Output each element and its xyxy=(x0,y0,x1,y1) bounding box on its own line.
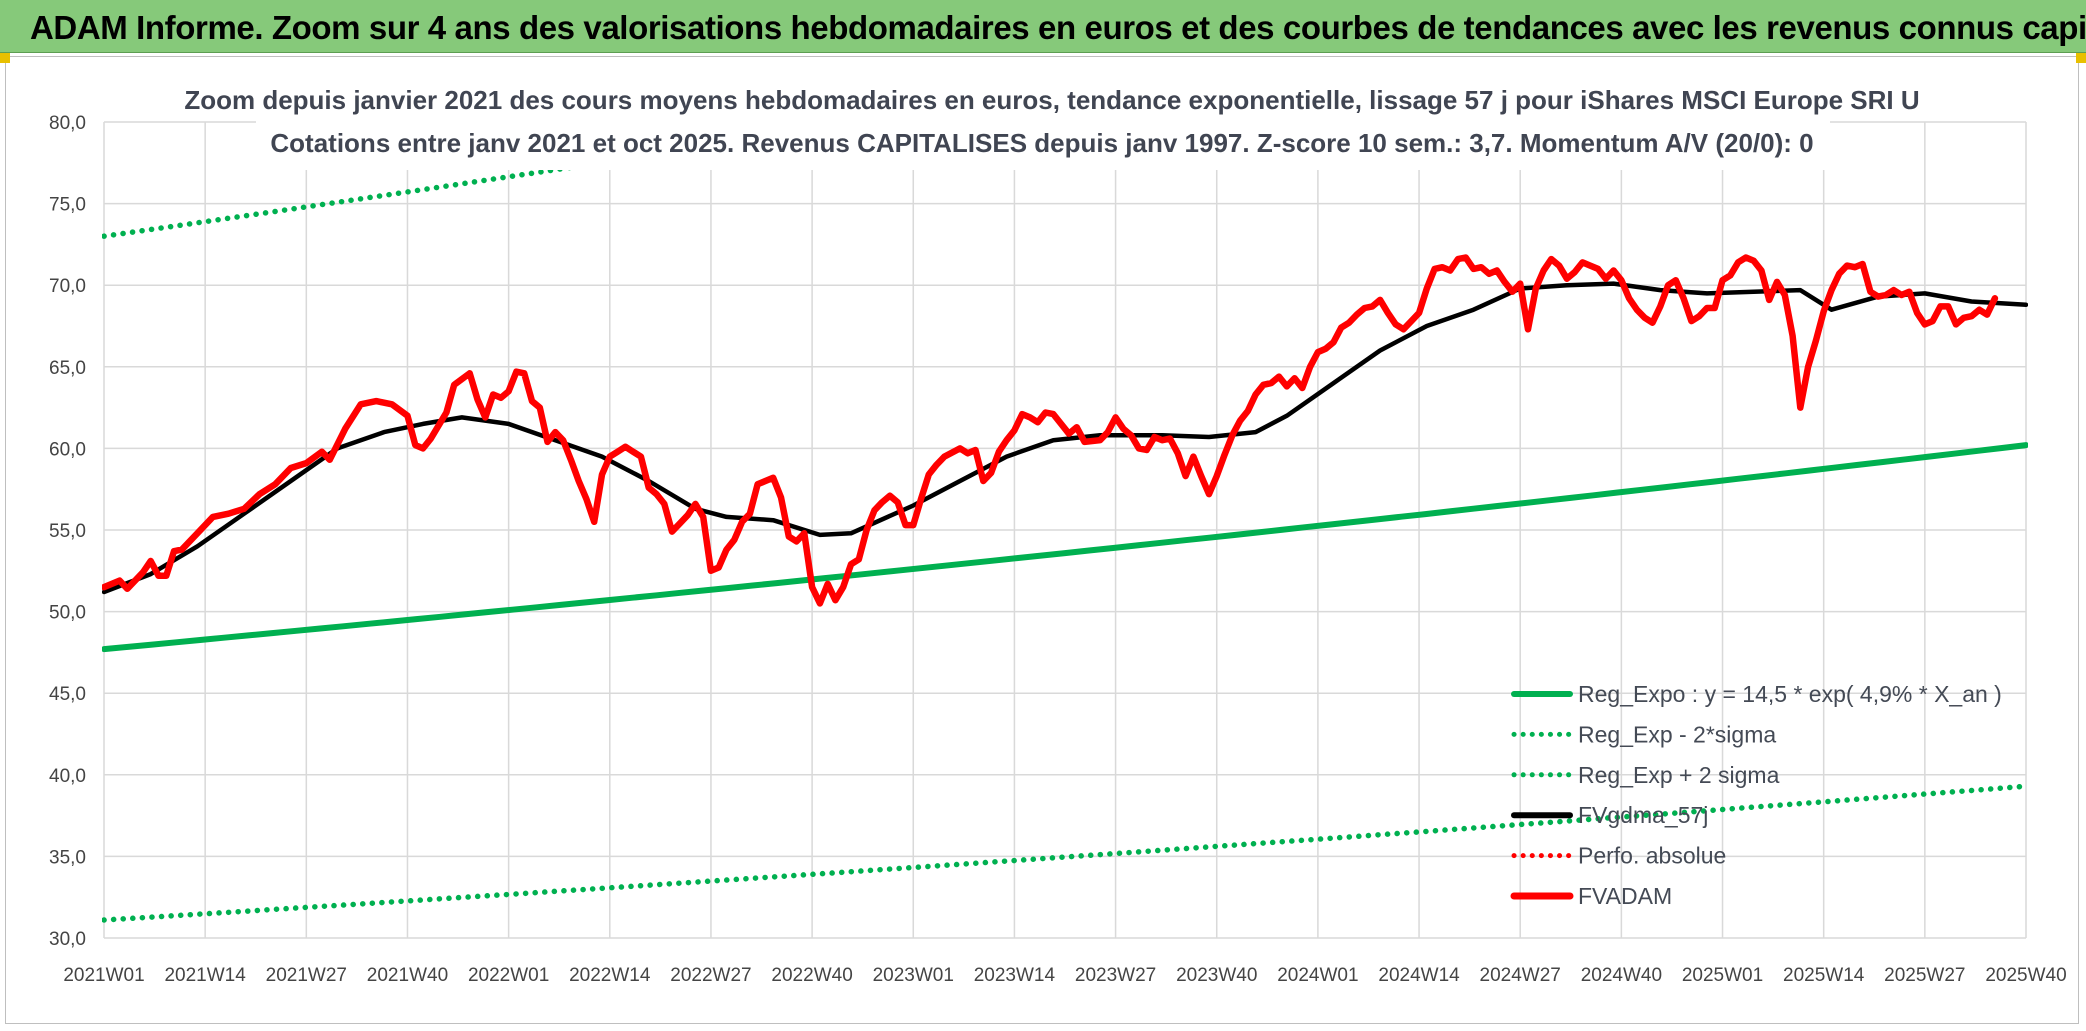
x-tick-label: 2023W27 xyxy=(1075,965,1156,986)
y-tick-label: 30,0 xyxy=(49,929,86,950)
chart-legend: Reg_Expo : y = 14,5 * exp( 4,9% * X_an )… xyxy=(1510,681,2002,909)
x-tick-label: 2023W01 xyxy=(873,965,954,986)
y-tick-label: 65,0 xyxy=(49,358,86,379)
x-tick-label: 2022W14 xyxy=(569,965,651,986)
y-axis-ticks: 80,0 75,0 70,0 65,0 60,0 55,0 50,0 45,0 40,0 35,0… xyxy=(49,113,86,950)
chart-series xyxy=(102,122,2028,923)
y-tick-label: 75,0 xyxy=(49,195,86,216)
chart-grid xyxy=(103,121,2027,939)
series-line-reg-exp-2-sigma xyxy=(102,783,2028,923)
x-tick-label: 2025W14 xyxy=(1783,965,1865,986)
legend-label: FVgdma_57j xyxy=(1578,802,1708,828)
y-tick-label: 80,0 xyxy=(49,113,86,134)
y-tick-label: 35,0 xyxy=(49,847,86,868)
series-line-reg-exp-2-sigma xyxy=(102,122,883,239)
y-tick-label: 55,0 xyxy=(49,521,86,542)
legend-label: Perfo. absolue xyxy=(1578,843,1726,869)
x-tick-label: 2022W01 xyxy=(468,965,549,986)
header-banner: ADAM Informe. Zoom sur 4 ans des valoris… xyxy=(0,0,2086,53)
y-tick-label: 40,0 xyxy=(49,766,86,787)
legend-label: FVADAM xyxy=(1578,883,1672,909)
y-tick-label: 70,0 xyxy=(49,276,86,297)
legend-label: Reg_Exp + 2 sigma xyxy=(1578,762,1780,788)
x-tick-label: 2024W01 xyxy=(1277,965,1358,986)
x-tick-label: 2025W27 xyxy=(1884,965,1965,986)
x-tick-label: 2022W40 xyxy=(771,965,852,986)
y-tick-label: 50,0 xyxy=(49,603,86,624)
x-tick-label: 2021W27 xyxy=(266,965,347,986)
x-tick-label: 2021W14 xyxy=(164,965,246,986)
x-tick-label: 2024W27 xyxy=(1480,965,1561,986)
chart-frame xyxy=(5,56,2079,1024)
x-tick-label: 2021W40 xyxy=(367,965,448,986)
legend-label: Reg_Exp - 2*sigma xyxy=(1578,721,1776,747)
corner-marker-top-right xyxy=(2076,53,2086,63)
corner-marker-top-left xyxy=(0,53,10,63)
x-tick-label: 2022W27 xyxy=(670,965,751,986)
x-tick-label: 2023W40 xyxy=(1176,965,1257,986)
chart-subtitle: Cotations entre janv 2021 et oct 2025. R… xyxy=(270,128,1813,158)
x-tick-label: 2021W01 xyxy=(63,965,144,986)
x-tick-label: 2024W14 xyxy=(1378,965,1460,986)
series-line-reg-expo xyxy=(102,442,2028,653)
x-tick-label: 2025W01 xyxy=(1682,965,1763,986)
chart-title: Zoom depuis janvier 2021 des cours moyen… xyxy=(184,85,1919,115)
x-axis-ticks: 2021W01 2021W14 2021W27 2021W40 2022W01 2022W… xyxy=(63,965,2066,986)
banner-title: ADAM Informe. Zoom sur 4 ans des valoris… xyxy=(30,9,2086,46)
title-background xyxy=(256,80,1830,170)
x-tick-label: 2024W40 xyxy=(1581,965,1662,986)
series-line-fvadam xyxy=(102,254,1999,607)
legend-label: Reg_Expo : y = 14,5 * exp( 4,9% * X_an ) xyxy=(1578,681,2002,707)
y-tick-label: 45,0 xyxy=(49,684,86,705)
series-line-fvgdma-57j xyxy=(102,281,2028,595)
x-tick-label: 2023W14 xyxy=(974,965,1056,986)
y-tick-label: 60,0 xyxy=(49,439,86,460)
x-tick-label: 2025W40 xyxy=(1985,965,2066,986)
